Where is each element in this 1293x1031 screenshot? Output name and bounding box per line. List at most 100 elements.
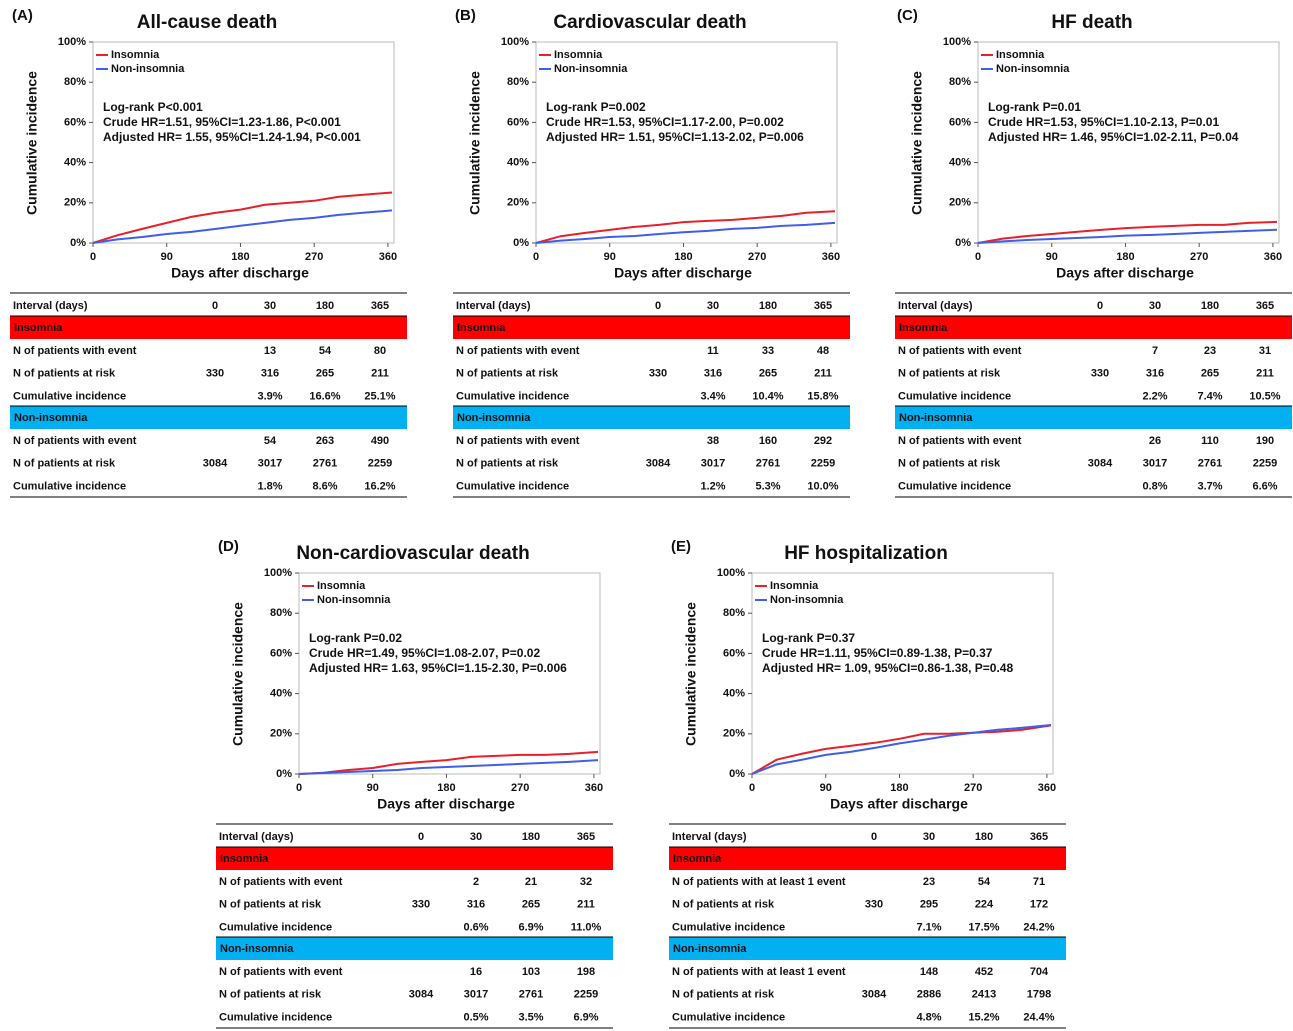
y-tick-label: 20% [270, 728, 292, 740]
table-cell: 54 [978, 876, 991, 888]
x-tick-label: 90 [161, 251, 173, 263]
panel: (B) Cardiovascular death 0% 20% 40% 60% 80% 100… [453, 7, 850, 498]
legend-label: Insomnia [317, 580, 366, 592]
y-axis-label: Cumulative incidence [683, 602, 699, 746]
table-column: 0 [418, 831, 424, 843]
group-name: Insomnia [14, 322, 63, 334]
y-tick-label: 100% [58, 36, 86, 48]
annotation: Crude HR=1.51, 95%CI=1.23-1.86, P<0.001 [103, 115, 341, 129]
table-cell: 13 [264, 345, 276, 357]
legend-label: Insomnia [770, 580, 819, 592]
table-cell: 24.2% [1023, 921, 1054, 933]
table-cell: 490 [371, 435, 389, 447]
table-cell: 452 [975, 966, 993, 978]
row-label: N of patients at risk [219, 899, 322, 911]
x-tick-label: 0 [296, 782, 302, 794]
row-label: N of patients at risk [219, 989, 322, 1001]
annotation: Adjusted HR= 1.55, 95%CI=1.24-1.94, P<0.… [103, 130, 361, 144]
table-cell: 316 [261, 368, 279, 380]
y-tick-label: 0% [276, 768, 292, 780]
y-axis-label: Cumulative incidence [230, 602, 246, 746]
y-tick-label: 80% [723, 607, 745, 619]
table-cell: 211 [814, 368, 832, 380]
row-label: N of patients at risk [456, 458, 559, 470]
panel: (C) HF death 0% 20% 40% 60% 80% 100% 0 90 180 270 36… [895, 7, 1292, 498]
plot-frame [977, 41, 1280, 244]
km-curve [92, 209, 393, 244]
table-cell: 265 [522, 899, 540, 911]
table-cell: 71 [1033, 876, 1045, 888]
table-cell: 263 [316, 435, 334, 447]
group-band [216, 847, 613, 870]
group-name: Insomnia [457, 322, 506, 334]
table-cell: 7 [1152, 345, 1158, 357]
row-label: N of patients at risk [13, 368, 116, 380]
y-tick-label: 20% [507, 197, 529, 209]
table-cell: 0.8% [1142, 480, 1167, 492]
table-column: 365 [371, 300, 389, 312]
panel-label: (C) [897, 7, 918, 24]
x-axis-label: Days after discharge [614, 265, 752, 281]
x-tick-label: 360 [822, 251, 840, 263]
x-tick-label: 270 [964, 782, 982, 794]
table-cell: 38 [707, 435, 719, 447]
table-cell: 10.0% [807, 480, 838, 492]
table-cell: 2.2% [1142, 390, 1167, 402]
table-cell: 1798 [1027, 989, 1051, 1001]
panel-label: (E) [671, 538, 691, 555]
group-name: Insomnia [673, 853, 722, 865]
x-tick-label: 180 [231, 251, 249, 263]
y-axis-label: Cumulative incidence [24, 71, 40, 215]
table-cell: 5.3% [755, 480, 780, 492]
table-cell: 3084 [203, 458, 228, 470]
row-label: N of patients with at least 1 event [672, 966, 846, 978]
table-cell: 2761 [519, 989, 543, 1001]
x-tick-label: 360 [1038, 782, 1056, 794]
annotation: Crude HR=1.11, 95%CI=0.89-1.38, P=0.37 [762, 646, 993, 660]
annotation: Log-rank P=0.37 [762, 631, 855, 645]
table-cell: 6.9% [573, 1011, 598, 1023]
table-cell: 7.4% [1197, 390, 1222, 402]
chart-title: HF hospitalization [784, 543, 948, 564]
table-cell: 211 [371, 368, 389, 380]
table-column: 180 [975, 831, 993, 843]
table-cell: 54 [319, 345, 332, 357]
table-cell: 330 [649, 368, 667, 380]
table-cell: 295 [920, 899, 938, 911]
x-tick-label: 270 [305, 251, 323, 263]
row-label: Cumulative incidence [219, 1011, 332, 1023]
table-cell: 17.5% [968, 921, 999, 933]
row-label: N of patients with event [13, 345, 137, 357]
table-column: 180 [316, 300, 334, 312]
table-cell: 10.5% [1249, 390, 1280, 402]
y-tick-label: 80% [949, 76, 971, 88]
row-label: N of patients with event [898, 345, 1022, 357]
table-header: Interval (days) [219, 831, 294, 843]
table-cell: 23 [923, 876, 935, 888]
y-tick-label: 80% [270, 607, 292, 619]
annotation: Log-rank P=0.01 [988, 100, 1081, 114]
y-tick-label: 40% [949, 157, 971, 169]
km-curve [751, 724, 1052, 775]
table-cell: 3084 [1088, 458, 1113, 470]
table-header: Interval (days) [13, 300, 88, 312]
panel: (E) HF hospitalization 0% 20% 40% 60% 80% 100% 0… [669, 538, 1066, 1029]
table-cell: 316 [467, 899, 485, 911]
table-column: 180 [759, 300, 777, 312]
table-column: 0 [871, 831, 877, 843]
x-axis-label: Days after discharge [1056, 265, 1194, 281]
group-band [453, 406, 850, 429]
table-cell: 3084 [409, 989, 434, 1001]
row-label: Cumulative incidence [13, 480, 126, 492]
table-cell: 1.2% [700, 480, 725, 492]
x-tick-label: 180 [674, 251, 692, 263]
x-tick-label: 0 [90, 251, 96, 263]
table-cell: 6.6% [1252, 480, 1277, 492]
table-column: 0 [655, 300, 661, 312]
x-tick-label: 270 [1190, 251, 1208, 263]
chart-title: HF death [1051, 12, 1132, 33]
table-cell: 211 [577, 899, 595, 911]
annotation: Adjusted HR= 1.51, 95%CI=1.13-2.02, P=0.… [546, 130, 804, 144]
legend-label: Non-insomnia [317, 594, 391, 606]
